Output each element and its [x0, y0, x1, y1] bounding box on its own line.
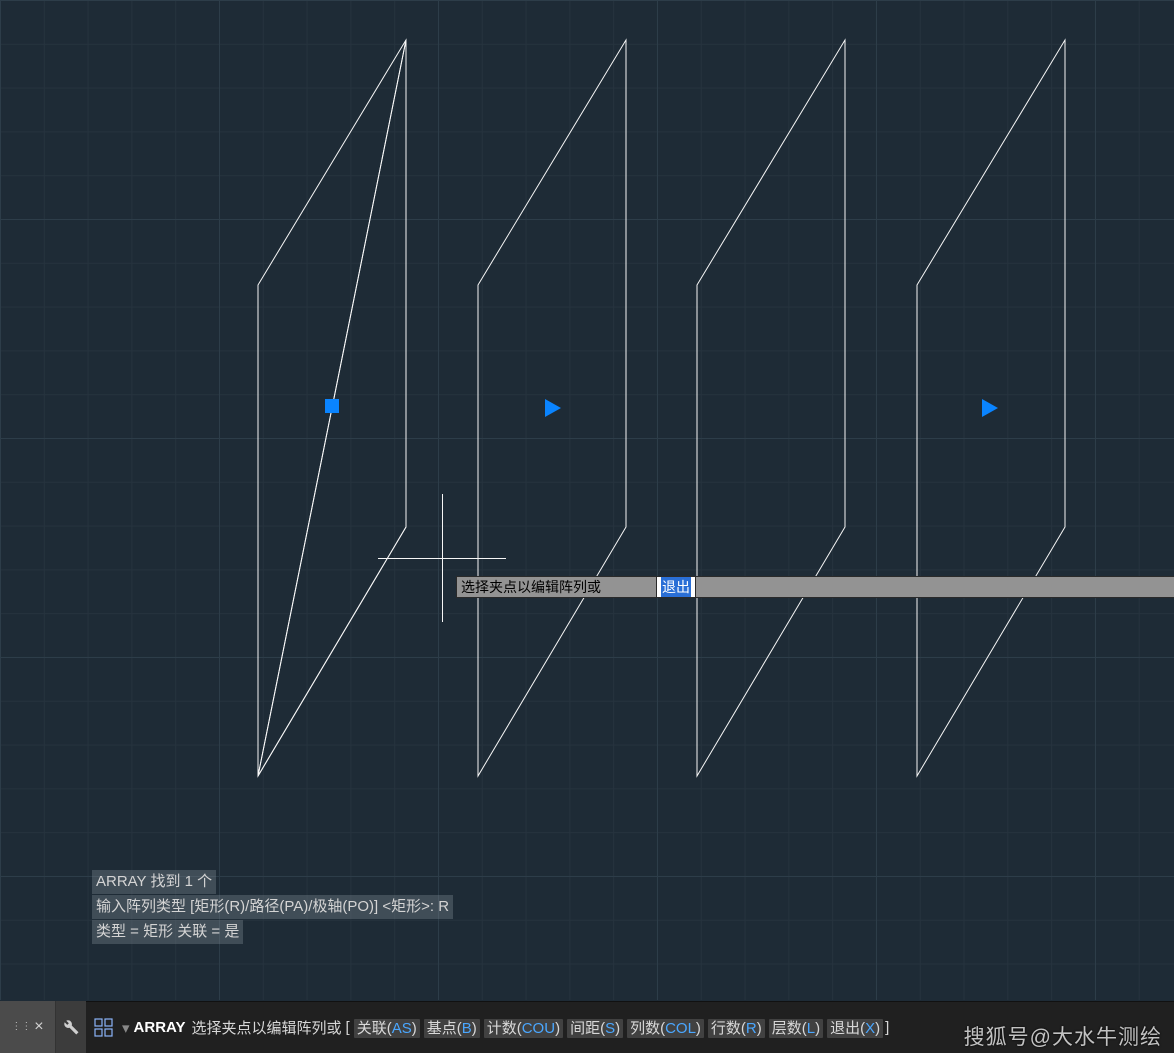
- crosshair-horizontal: [378, 558, 506, 559]
- history-line-1: ARRAY 找到 1 个: [92, 870, 216, 894]
- wrench-icon: [62, 1018, 80, 1036]
- command-option-s[interactable]: 间距(S): [567, 1019, 623, 1038]
- dynamic-input-prompt-text: 选择夹点以编辑阵列或: [461, 577, 601, 597]
- close-commandline-icon[interactable]: ×: [34, 1018, 43, 1036]
- command-bar-customize[interactable]: [56, 1001, 86, 1053]
- command-input-area[interactable]: ▾ ARRAY 选择夹点以编辑阵列或 [ 关联(AS)基点(B)计数(COU)间…: [86, 1001, 1174, 1053]
- command-option-as[interactable]: 关联(AS): [354, 1019, 420, 1038]
- grip-base[interactable]: [325, 399, 339, 413]
- command-bar: ⋮⋮ × ▾ ARRAY 选择夹点以编辑阵列或 [ 关联(AS)基点(B)计数(…: [0, 1001, 1174, 1053]
- grip-arrow-1[interactable]: [545, 399, 561, 417]
- dynamic-input-value[interactable]: 退出: [656, 576, 696, 598]
- command-option-r[interactable]: 行数(R): [708, 1019, 765, 1038]
- command-prompt-icon: [94, 1018, 114, 1038]
- options-open-bracket: [: [346, 1019, 350, 1036]
- command-option-x[interactable]: 退出(X): [827, 1019, 883, 1038]
- command-prompt-text: 选择夹点以编辑阵列或: [192, 1017, 342, 1038]
- command-history: ARRAY 找到 1 个 输入阵列类型 [矩形(R)/路径(PA)/极轴(PO)…: [92, 870, 453, 945]
- dynamic-input-selected-text: 退出: [661, 577, 691, 597]
- history-line-2: 输入阵列类型 [矩形(R)/路径(PA)/极轴(PO)] <矩形>: R: [92, 895, 453, 919]
- history-line-3: 类型 = 矩形 关联 = 是: [92, 920, 243, 944]
- dynamic-input-prompt: 选择夹点以编辑阵列或 ▦: [456, 576, 1174, 598]
- command-option-cou[interactable]: 计数(COU): [484, 1019, 563, 1038]
- command-option-l[interactable]: 层数(L): [769, 1019, 823, 1038]
- drag-handle-icon: ⋮⋮: [11, 1025, 19, 1029]
- options-close-bracket: ]: [885, 1019, 889, 1036]
- grip-arrow-2[interactable]: [982, 399, 998, 417]
- command-option-col[interactable]: 列数(COL): [627, 1019, 704, 1038]
- drawing-canvas[interactable]: 选择夹点以编辑阵列或 ▦ 退出 ARRAY 找到 1 个 输入阵列类型 [矩形(…: [0, 0, 1174, 1000]
- array-objects[interactable]: [0, 0, 1174, 1000]
- command-chevron-icon[interactable]: ▾: [122, 1019, 130, 1037]
- active-command-name: ARRAY: [134, 1019, 186, 1036]
- command-option-b[interactable]: 基点(B): [424, 1019, 480, 1038]
- command-bar-handle[interactable]: ⋮⋮ ×: [0, 1001, 56, 1053]
